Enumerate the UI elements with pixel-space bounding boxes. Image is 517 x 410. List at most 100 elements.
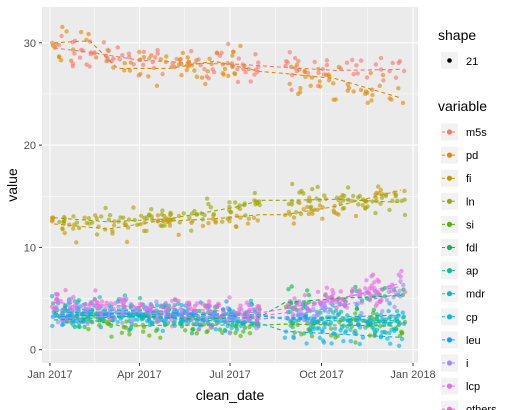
trend-line-si: [53, 312, 402, 327]
scatter-point-m5s: [381, 78, 386, 83]
scatter-point-others: [342, 304, 348, 309]
scatter-point-mdr: [63, 303, 69, 308]
scatter-point-pd: [231, 49, 236, 54]
scatter-point-cp: [352, 330, 357, 335]
scatter-point-ln: [297, 190, 302, 195]
legend-label-lcp: lcp: [466, 381, 480, 393]
scatter-point-pd: [184, 67, 189, 73]
scatter-point-m5s: [243, 70, 248, 75]
scatter-point-fi: [306, 211, 311, 217]
scatter-point-m5s: [378, 67, 384, 72]
scatter-point-lcp: [301, 317, 307, 323]
scatter-point-ln: [322, 193, 327, 198]
scatter-point-fdl: [197, 308, 202, 314]
scatter-point-ln: [57, 219, 62, 225]
trend-line-cp: [53, 313, 402, 338]
legend-key-point-fdl: [446, 244, 453, 251]
scatter-point-leu: [61, 322, 66, 327]
scatter-point-ln: [99, 214, 104, 219]
scatter-point-lcp: [208, 308, 213, 314]
scatter-point-leu: [401, 321, 407, 326]
scatter-point-i: [326, 310, 331, 315]
scatter-point-ln: [86, 216, 92, 221]
scatter-point-pd: [158, 57, 163, 62]
scatter-point-m5s: [287, 50, 292, 55]
scatter-point-ln: [301, 191, 306, 196]
scatter-point-m5s: [56, 42, 62, 48]
scatter-point-others: [369, 283, 374, 288]
scatter-point-m5s: [289, 72, 295, 78]
scatter-point-m5s: [204, 74, 209, 79]
legend-label-m5s: m5s: [466, 127, 487, 139]
legend-key-point-ln: [446, 198, 453, 204]
scatter-point-m5s: [351, 72, 356, 77]
scatter-point-i: [120, 320, 125, 326]
scatter-point-cp: [316, 326, 321, 331]
scatter-point-fi: [336, 212, 341, 217]
scatter-point-i: [380, 309, 385, 314]
scatter-point-m5s: [225, 60, 230, 66]
scatter-point-i: [398, 294, 403, 299]
x-tick-label: Jan 2018: [390, 369, 435, 381]
scatter-point-ln: [257, 202, 262, 208]
x-axis-title: clean_date: [196, 387, 265, 403]
legend-label-cp: cp: [466, 312, 478, 324]
scatter-point-ln: [308, 204, 314, 209]
scatter-point-lcp: [247, 303, 253, 308]
scatter-point-pd: [380, 72, 386, 78]
scatter-point-lcp: [61, 316, 67, 321]
scatter-point-pd: [205, 69, 210, 74]
scatter-point-si: [140, 322, 146, 328]
scatter-point-fdl: [306, 292, 312, 298]
y-tick-label: 10: [24, 242, 36, 254]
scatter-point-leu: [386, 308, 391, 314]
scatter-point-leu: [380, 316, 385, 321]
scatter-point-i: [193, 322, 198, 327]
scatter-point-m5s: [324, 58, 330, 63]
scatter-point-si: [399, 330, 405, 336]
scatter-point-cp: [115, 319, 120, 325]
scatter-point-m5s: [350, 57, 355, 63]
scatter-point-m5s: [316, 70, 321, 76]
scatter-point-pd: [370, 92, 375, 98]
scatter-point-pd: [318, 84, 323, 89]
scatter-point-fi: [213, 219, 218, 224]
scatter-point-lcp: [321, 299, 326, 305]
scatter-point-m5s: [72, 38, 78, 43]
scatter-point-cp: [319, 328, 325, 333]
scatter-point-si: [292, 330, 297, 335]
scatter-point-pd: [105, 58, 111, 63]
scatter-point-mdr: [400, 315, 406, 320]
scatter-point-others: [375, 277, 380, 283]
scatter-point-ln: [84, 220, 90, 226]
scatter-point-fi: [176, 232, 181, 237]
scatter-point-pd: [179, 73, 184, 78]
scatter-point-pd: [137, 57, 143, 62]
x-tick-label: Jan 2017: [27, 369, 72, 381]
scatter-point-si: [158, 335, 163, 340]
legend-key-point-m5s: [446, 129, 453, 135]
scatter-point-pd: [199, 75, 205, 80]
scatter-point-i: [225, 305, 230, 311]
scatter-point-ln: [243, 213, 248, 218]
scatter-point-lcp: [398, 274, 403, 279]
scatter-point-pd: [238, 43, 243, 49]
legend-key-point-leu: [446, 337, 453, 343]
scatter-point-pd: [149, 53, 154, 58]
scatter-point-i: [398, 279, 403, 284]
scatter-point-m5s: [344, 60, 350, 65]
scatter-point-others: [368, 293, 373, 298]
x-tick-label: Apr 2017: [117, 369, 162, 381]
scatter-point-cp: [380, 330, 385, 335]
scatter-point-m5s: [117, 57, 122, 62]
scatter-point-ln: [206, 201, 211, 207]
scatter-point-pd: [365, 100, 370, 106]
y-tick-label: 0: [30, 345, 36, 357]
scatter-point-fi: [62, 230, 67, 236]
scatter-point-ln: [177, 220, 182, 225]
scatter-point-others: [399, 268, 404, 274]
scatter-point-cp: [317, 335, 323, 341]
scatter-point-others: [286, 303, 291, 308]
scatter-point-others: [107, 314, 112, 319]
